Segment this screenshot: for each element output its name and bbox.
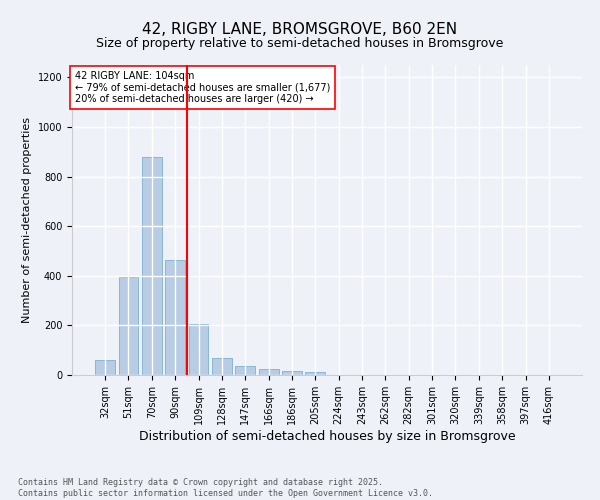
Bar bbox=[95, 360, 115, 375]
Bar bbox=[165, 260, 185, 375]
Bar bbox=[235, 366, 255, 375]
Bar bbox=[259, 369, 278, 375]
Text: 42 RIGBY LANE: 104sqm
← 79% of semi-detached houses are smaller (1,677)
20% of s: 42 RIGBY LANE: 104sqm ← 79% of semi-deta… bbox=[74, 71, 330, 104]
Bar bbox=[188, 324, 208, 375]
Bar bbox=[282, 372, 302, 375]
Bar bbox=[305, 372, 325, 375]
Bar bbox=[142, 157, 162, 375]
Text: Size of property relative to semi-detached houses in Bromsgrove: Size of property relative to semi-detach… bbox=[97, 38, 503, 51]
Y-axis label: Number of semi-detached properties: Number of semi-detached properties bbox=[22, 117, 32, 323]
X-axis label: Distribution of semi-detached houses by size in Bromsgrove: Distribution of semi-detached houses by … bbox=[139, 430, 515, 442]
Text: Contains HM Land Registry data © Crown copyright and database right 2025.
Contai: Contains HM Land Registry data © Crown c… bbox=[18, 478, 433, 498]
Bar bbox=[119, 277, 139, 375]
Text: 42, RIGBY LANE, BROMSGROVE, B60 2EN: 42, RIGBY LANE, BROMSGROVE, B60 2EN bbox=[142, 22, 458, 38]
Bar bbox=[212, 358, 232, 375]
